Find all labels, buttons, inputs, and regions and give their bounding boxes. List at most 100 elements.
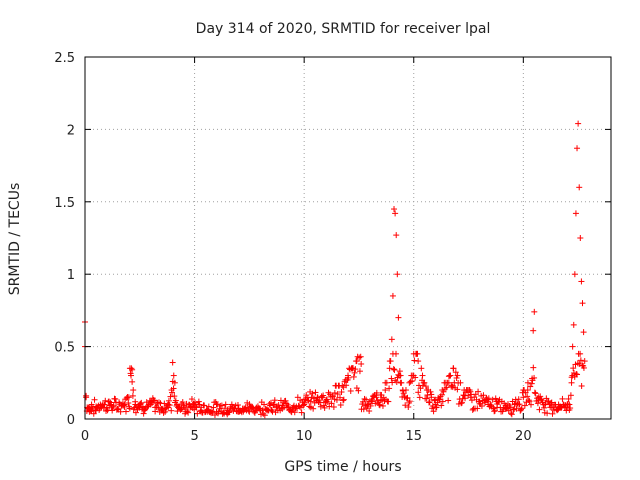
data-point: [445, 379, 452, 386]
data-point: [515, 396, 522, 403]
x-tick-label: 20: [515, 429, 532, 444]
data-point: [270, 401, 277, 408]
data-point: [364, 401, 371, 408]
data-point: [485, 395, 492, 402]
data-point: [391, 206, 398, 213]
data-point: [415, 389, 422, 396]
data-point: [457, 379, 464, 386]
data-point: [535, 394, 542, 401]
y-tick-label: 1.5: [54, 196, 75, 211]
data-point: [352, 366, 359, 373]
data-point: [97, 401, 104, 408]
data-point: [559, 395, 566, 402]
data-point: [369, 398, 376, 405]
data-point: [369, 393, 376, 400]
x-axis-label: GPS time / hours: [284, 459, 401, 475]
data-point: [445, 373, 452, 380]
data-point: [430, 408, 437, 415]
data-point: [510, 406, 517, 413]
data-point: [298, 409, 305, 416]
data-point: [174, 408, 181, 415]
data-point: [323, 397, 330, 404]
data-point: [393, 232, 400, 239]
data-point: [321, 404, 328, 411]
data-point: [291, 409, 298, 416]
gridlines: [85, 57, 611, 419]
data-point: [182, 408, 189, 415]
data-point: [428, 394, 435, 401]
data-point: [114, 405, 121, 412]
data-point: [447, 372, 454, 379]
data-point: [529, 375, 536, 382]
data-point: [570, 365, 577, 372]
data-point: [454, 372, 461, 379]
data-point: [416, 394, 423, 401]
data-point: [555, 405, 562, 412]
data-point: [129, 366, 136, 373]
data-point: [132, 409, 139, 416]
data-point: [570, 321, 577, 328]
data-point: [204, 408, 211, 415]
data-point: [103, 404, 110, 411]
data-point: [198, 407, 205, 414]
data-point: [366, 408, 373, 415]
data-point: [355, 387, 362, 394]
data-point: [345, 372, 351, 379]
data-point: [389, 292, 396, 299]
data-point: [213, 408, 220, 415]
data-point: [467, 388, 474, 395]
data-point: [268, 407, 275, 414]
data-point: [126, 405, 133, 412]
data-point: [423, 395, 430, 402]
data-point: [541, 404, 548, 411]
data-point: [534, 400, 541, 407]
data-point: [454, 386, 461, 393]
data-point: [367, 402, 374, 409]
data-point: [261, 401, 268, 408]
data-point: [476, 398, 483, 405]
y-tick-label: 1: [67, 268, 75, 283]
data-point: [356, 368, 363, 375]
data-point: [128, 372, 135, 379]
data-point: [421, 379, 428, 386]
data-point: [140, 410, 147, 417]
data-point: [301, 401, 308, 408]
data-point: [334, 391, 341, 398]
data-point: [415, 358, 422, 365]
data-point: [374, 397, 381, 404]
data-point: [377, 397, 384, 404]
data-point: [165, 397, 172, 404]
data-point: [458, 400, 465, 407]
x-tick-label: 10: [296, 429, 313, 444]
data-point: [314, 394, 321, 401]
data-point: [340, 384, 347, 391]
data-point: [547, 400, 554, 407]
data-point: [152, 404, 159, 411]
data-point: [450, 365, 457, 372]
data-point: [481, 399, 488, 406]
data-point: [257, 407, 264, 414]
plot-frame: [84, 56, 612, 420]
data-point: [171, 379, 178, 386]
data-point: [337, 402, 344, 409]
data-point: [307, 398, 314, 405]
data-point: [422, 383, 429, 390]
data-point: [536, 406, 543, 413]
data-point: [528, 401, 535, 408]
data-point: [383, 379, 390, 386]
data-point: [83, 394, 90, 401]
data-point: [147, 401, 154, 408]
data-point: [363, 396, 370, 403]
data-point: [330, 404, 337, 411]
data-point: [429, 402, 436, 409]
data-point: [320, 392, 327, 399]
data-point: [130, 387, 137, 394]
data-point: [88, 401, 95, 408]
data-point: [567, 405, 574, 412]
data-point: [178, 405, 185, 412]
data-point: [531, 389, 538, 396]
data-point: [412, 374, 419, 381]
chart-title: Day 314 of 2020, SRMTID for receiver lpa…: [196, 21, 491, 37]
y-tick-label: 0: [67, 413, 75, 428]
data-point: [235, 408, 242, 415]
